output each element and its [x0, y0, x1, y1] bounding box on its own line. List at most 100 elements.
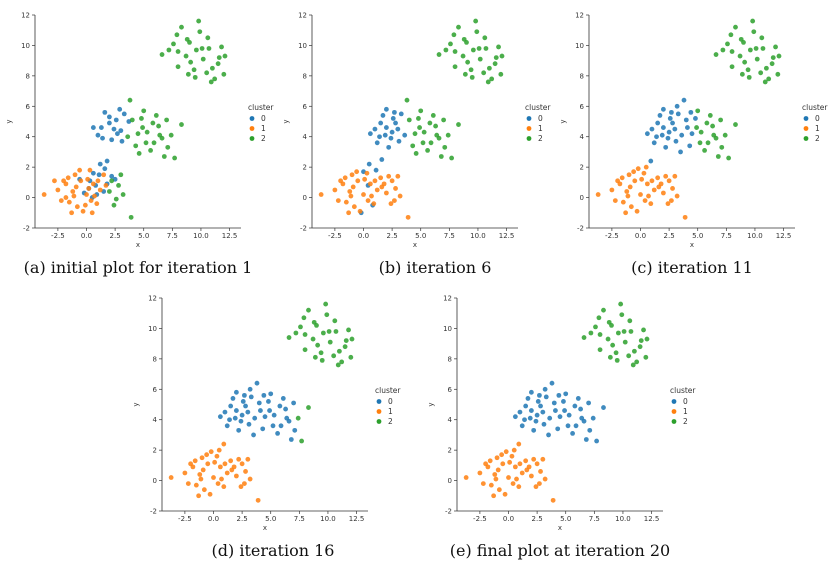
point-cluster-0 — [217, 414, 223, 420]
legend-title: cluster — [802, 103, 828, 112]
point-cluster-2 — [208, 79, 214, 85]
x-tick-label: 2.5 — [532, 515, 543, 523]
point-cluster-1 — [216, 447, 222, 453]
point-cluster-2 — [349, 336, 355, 342]
point-cluster-2 — [718, 117, 724, 123]
point-cluster-0 — [660, 106, 666, 112]
point-cluster-1 — [550, 497, 556, 503]
x-tick-label: 5.0 — [560, 515, 571, 523]
point-cluster-0 — [233, 389, 239, 395]
point-cluster-0 — [586, 400, 592, 406]
point-cluster-2 — [465, 59, 471, 65]
chart-panel-b: -2.5 0.0 2.5 5.0 7.5 10.0 12.5 -2 0 2 4 6 8 10 12 x y clu… — [277, 0, 553, 285]
point-cluster-1 — [196, 493, 202, 499]
point-cluster-2 — [468, 67, 474, 73]
point-cluster-2 — [327, 339, 333, 345]
point-cluster-2 — [185, 71, 191, 77]
point-cluster-2 — [449, 155, 455, 161]
point-cluster-0 — [570, 431, 575, 436]
legend-marker-1 — [249, 126, 255, 131]
point-cluster-1 — [188, 461, 194, 467]
point-cluster-1 — [239, 461, 245, 467]
x-tick-label: 7.5 — [444, 232, 455, 240]
point-cluster-2 — [199, 46, 205, 51]
point-cluster-0 — [246, 421, 252, 427]
legend-label-1: 1 — [261, 124, 266, 133]
caption-c: (c) iteration 11 — [631, 258, 753, 277]
point-cluster-1 — [494, 455, 500, 461]
point-cluster-2 — [775, 71, 781, 77]
point-cluster-1 — [682, 214, 688, 220]
point-cluster-0 — [115, 131, 120, 137]
point-cluster-0 — [519, 423, 525, 429]
point-cluster-2 — [766, 76, 772, 82]
point-cluster-2 — [298, 324, 303, 330]
point-cluster-0 — [689, 131, 695, 137]
point-cluster-2 — [702, 148, 707, 153]
point-cluster-0 — [372, 126, 378, 132]
point-cluster-1 — [665, 201, 671, 207]
point-cluster-1 — [620, 199, 626, 205]
point-cluster-0 — [275, 431, 280, 436]
point-cluster-0 — [688, 109, 694, 115]
y-tick-label: 6 — [580, 103, 585, 111]
x-tick-label: 7.5 — [721, 232, 732, 240]
point-cluster-1 — [388, 201, 394, 207]
point-cluster-2 — [187, 39, 192, 45]
x-tick-label: 10.0 — [747, 232, 763, 240]
point-cluster-0 — [522, 417, 527, 423]
point-cluster-1 — [78, 178, 84, 184]
y-tick-label: 10 — [575, 42, 584, 50]
point-cluster-0 — [392, 109, 397, 115]
point-cluster-1 — [348, 193, 354, 199]
point-cluster-1 — [638, 192, 643, 197]
point-cluster-2 — [746, 74, 752, 80]
point-cluster-2 — [427, 120, 433, 126]
chart-panel-d: -2.5 0.0 2.5 5.0 7.5 10.0 12.5 -2 0 2 4 6 8 10 12 x y clu… — [127, 283, 403, 568]
point-cluster-2 — [762, 79, 768, 85]
y-axis-label: y — [282, 119, 290, 123]
point-cluster-1 — [516, 441, 522, 447]
x-tick-label: 7.5 — [167, 232, 178, 240]
point-cluster-2 — [492, 61, 498, 67]
point-cluster-2 — [627, 318, 633, 324]
point-cluster-2 — [697, 140, 703, 146]
point-cluster-0 — [549, 380, 555, 386]
point-cluster-2 — [314, 322, 319, 328]
point-cluster-2 — [204, 70, 210, 76]
point-cluster-1 — [367, 181, 373, 187]
x-tick-label: 2.5 — [110, 232, 121, 240]
point-cluster-1 — [199, 455, 205, 461]
point-cluster-1 — [243, 469, 248, 474]
point-cluster-0 — [553, 408, 558, 413]
point-cluster-2 — [161, 154, 167, 159]
point-cluster-0 — [678, 149, 683, 155]
point-cluster-0 — [525, 396, 531, 401]
point-cluster-0 — [674, 103, 680, 109]
y-tick-label: 12 — [298, 12, 307, 20]
y-tick-label: 0 — [26, 194, 30, 202]
x-tick-label: 12.5 — [776, 232, 792, 240]
point-cluster-0 — [578, 406, 583, 412]
point-cluster-2 — [306, 307, 311, 313]
point-cluster-1 — [41, 192, 47, 197]
legend-marker-2 — [803, 136, 809, 141]
point-cluster-1 — [207, 491, 213, 497]
point-cluster-1 — [89, 210, 95, 216]
point-cluster-2 — [412, 131, 418, 137]
point-cluster-0 — [557, 414, 563, 420]
point-cluster-1 — [516, 484, 522, 490]
x-tick-label: 2.5 — [237, 515, 248, 523]
x-axis-label: x — [136, 241, 140, 249]
point-cluster-1 — [338, 178, 344, 184]
point-cluster-2 — [638, 338, 644, 343]
point-cluster-0 — [373, 167, 379, 173]
point-cluster-2 — [151, 140, 157, 146]
point-cluster-2 — [452, 49, 458, 54]
legend-label-0: 0 — [261, 114, 266, 123]
point-cluster-2 — [773, 44, 778, 50]
point-cluster-0 — [292, 427, 298, 433]
point-cluster-1 — [492, 472, 498, 477]
point-cluster-0 — [538, 403, 543, 409]
point-cluster-0 — [587, 427, 593, 433]
